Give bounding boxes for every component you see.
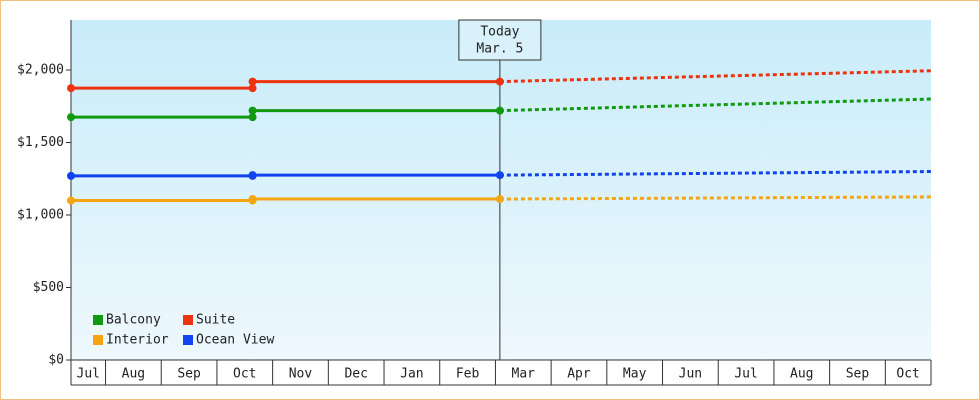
legend-swatch	[93, 315, 103, 325]
legend-swatch	[183, 315, 193, 325]
point	[248, 195, 257, 204]
point	[248, 106, 257, 115]
x-tick-label: Sep	[177, 367, 201, 382]
y-tick-label: $1,000	[17, 208, 64, 223]
point	[495, 171, 504, 180]
x-tick-label: Jan	[400, 367, 423, 382]
today-label: Today	[480, 25, 519, 40]
point	[67, 113, 75, 122]
point	[495, 195, 504, 204]
point	[248, 84, 257, 93]
today-box	[458, 19, 542, 61]
point	[495, 106, 504, 115]
legend-label: Interior	[106, 333, 169, 348]
legend-swatch	[183, 335, 193, 345]
x-tick-label: Feb	[456, 367, 480, 382]
point	[248, 113, 257, 122]
point	[248, 77, 257, 86]
forecast-line	[499, 170, 932, 177]
legend-label: Balcony	[106, 313, 161, 328]
series-line	[71, 197, 500, 203]
point	[495, 77, 504, 86]
x-tick-label: May	[623, 367, 647, 382]
x-tick-label: Aug	[122, 367, 145, 382]
legend-swatch	[93, 335, 103, 345]
today-date: Mar. 5	[476, 42, 523, 57]
x-tick-label: Mar	[512, 367, 536, 382]
x-tick-label: Aug	[790, 367, 813, 382]
x-tick-label: Jul	[734, 367, 757, 382]
x-tick-label: Jun	[679, 367, 702, 382]
y-tick-label: $2,000	[17, 63, 64, 78]
point	[67, 84, 75, 93]
point	[67, 196, 75, 205]
x-tick-label: Jul	[77, 367, 100, 382]
series-line	[71, 173, 500, 178]
forecast-line	[499, 69, 932, 84]
y-tick-label: $1,500	[17, 135, 64, 150]
plot-area	[71, 20, 931, 360]
y-tick-label: $0	[48, 353, 64, 368]
point	[67, 171, 75, 180]
forecast-line	[499, 97, 932, 113]
legend-label: Ocean View	[196, 333, 274, 348]
x-tick-label: Oct	[896, 367, 919, 382]
point	[248, 171, 257, 180]
x-tick-label: Dec	[344, 367, 367, 382]
forecast-line	[499, 195, 932, 201]
x-tick-label: Apr	[567, 367, 591, 382]
legend-label: Suite	[196, 313, 235, 328]
x-tick-label: Sep	[846, 367, 870, 382]
x-tick-label: Nov	[289, 367, 313, 382]
x-tick-label: Oct	[233, 367, 256, 382]
y-tick-label: $500	[33, 280, 64, 295]
